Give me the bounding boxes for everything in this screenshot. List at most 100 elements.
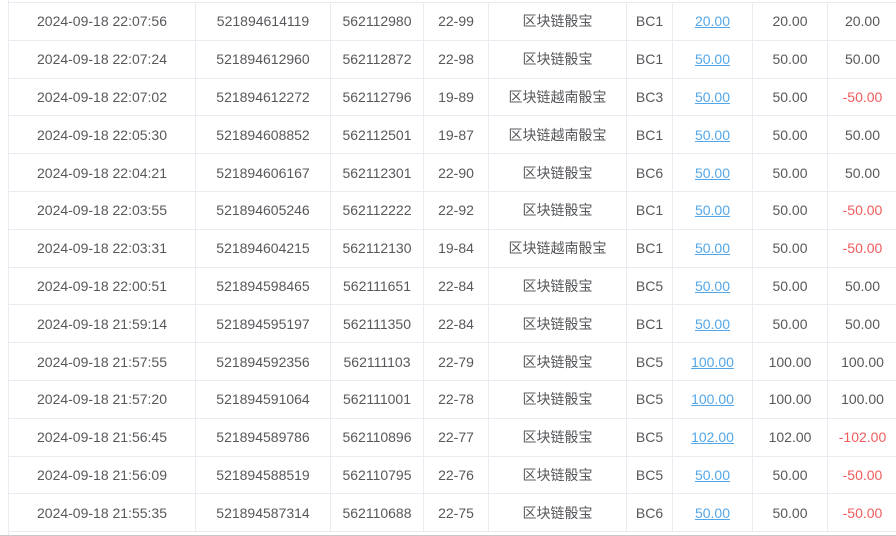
- cell-win-loss: -50.00: [842, 202, 883, 219]
- cell-bet-amount: 50.00: [673, 267, 753, 305]
- cell-win-loss: -50.00: [842, 466, 883, 483]
- bet-amount-link[interactable]: 50.00: [694, 88, 731, 105]
- bet-amount-link[interactable]: 50.00: [694, 315, 731, 332]
- cell-issue-number: 19-84: [424, 229, 489, 267]
- cell-bet-amount: 50.00: [673, 154, 753, 191]
- cell-valid-amount: 50.00: [753, 305, 828, 343]
- bet-amount-link[interactable]: 100.00: [691, 353, 734, 370]
- cell-round-id: 562111001: [331, 380, 424, 418]
- cell-round-id: 562112872: [331, 40, 424, 78]
- cell-valid-amount: 100.00: [753, 380, 828, 418]
- cell-bet-amount: 100.00: [673, 380, 753, 418]
- bet-amount-link[interactable]: 50.00: [694, 240, 731, 257]
- cell-table-code: BC5: [627, 343, 673, 380]
- cell-bet-time: 2024-09-18 21:57:55: [9, 343, 196, 380]
- table-row: 2024-09-18 21:59:14 521894595197 5621113…: [9, 305, 896, 344]
- cell-win-loss: -50.00: [842, 88, 883, 105]
- cell-round-id: 562112222: [331, 191, 424, 229]
- cell-order-id: 521894595197: [196, 305, 331, 343]
- cell-order-id: 521894614119: [196, 3, 331, 40]
- cell-bet-time: 2024-09-18 22:03:55: [9, 191, 196, 229]
- cell-bet-amount: 50.00: [673, 456, 753, 494]
- cell-order-id: 521894605246: [196, 191, 331, 229]
- table-row: 2024-09-18 22:07:02 521894612272 5621127…: [9, 78, 896, 117]
- cell-win-loss: 50.00: [844, 277, 881, 294]
- cell-win-loss: 20.00: [844, 13, 881, 30]
- bet-amount-link[interactable]: 50.00: [694, 202, 731, 219]
- cell-valid-amount: 102.00: [753, 418, 828, 456]
- cell-bet-amount: 20.00: [673, 3, 753, 40]
- cell-order-id: 521894612272: [196, 78, 331, 116]
- table-row: 2024-09-18 22:00:51 521894598465 5621116…: [9, 267, 896, 306]
- cell-bet-amount: 50.00: [673, 78, 753, 116]
- table-row: 2024-09-18 21:57:55 521894592356 5621111…: [9, 343, 896, 381]
- cell-issue-number: 22-98: [424, 40, 489, 78]
- cell-valid-amount: 50.00: [753, 191, 828, 229]
- cell-table-code: BC5: [627, 456, 673, 494]
- bet-amount-link[interactable]: 102.00: [691, 429, 734, 446]
- cell-issue-number: 22-90: [424, 154, 489, 191]
- cell-bet-time: 2024-09-18 22:00:51: [9, 267, 196, 305]
- cell-game-name: 区块链骰宝: [489, 3, 627, 40]
- cell-bet-amount: 100.00: [673, 343, 753, 380]
- table-row: 2024-09-18 22:05:30 521894608852 5621125…: [9, 116, 896, 155]
- cell-win-loss: 100.00: [841, 391, 884, 408]
- cell-win-loss: 50.00: [844, 126, 881, 143]
- cell-valid-amount: 50.00: [753, 40, 828, 78]
- cell-order-id: 521894606167: [196, 154, 331, 191]
- table-row: 2024-09-18 21:56:09 521894588519 5621107…: [9, 456, 896, 495]
- bet-amount-link[interactable]: 20.00: [694, 13, 731, 30]
- cell-bet-time: 2024-09-18 21:57:20: [9, 380, 196, 418]
- cell-table-code: BC1: [627, 305, 673, 343]
- cell-table-code: BC3: [627, 78, 673, 116]
- cell-order-id: 521894598465: [196, 267, 331, 305]
- cell-bet-amount: 50.00: [673, 191, 753, 229]
- cell-valid-amount: 50.00: [753, 229, 828, 267]
- cell-issue-number: 22-99: [424, 3, 489, 40]
- cell-bet-amount: 50.00: [673, 116, 753, 154]
- bet-amount-link[interactable]: 50.00: [694, 164, 731, 181]
- bet-amount-link[interactable]: 50.00: [694, 504, 731, 521]
- cell-issue-number: 22-79: [424, 343, 489, 380]
- bet-records-table: 2024-09-18 22:07:56 521894614119 5621129…: [8, 0, 896, 536]
- cell-game-name: 区块链骰宝: [489, 343, 627, 380]
- table-row: 2024-09-18 22:07:24 521894612960 5621128…: [9, 40, 896, 79]
- table-row: 2024-09-18 22:03:55 521894605246 5621122…: [9, 191, 896, 230]
- cell-bet-time: 2024-09-18 21:55:35: [9, 494, 196, 532]
- cell-order-id: 521894604215: [196, 229, 331, 267]
- table-row: 2024-09-18 22:03:31 521894604215 5621121…: [9, 229, 896, 268]
- cell-game-name: 区块链骰宝: [489, 191, 627, 229]
- cell-issue-number: 22-78: [424, 380, 489, 418]
- cell-game-name: 区块链骰宝: [489, 494, 627, 532]
- bet-amount-link[interactable]: 100.00: [691, 391, 734, 408]
- cell-round-id: 562112301: [331, 154, 424, 191]
- cell-valid-amount: 50.00: [753, 116, 828, 154]
- bet-amount-link[interactable]: 50.00: [694, 277, 731, 294]
- cell-round-id: 562111103: [331, 343, 424, 380]
- cell-game-name: 区块链越南骰宝: [489, 116, 627, 154]
- cell-win-loss: 50.00: [844, 51, 881, 68]
- cell-round-id: 562112501: [331, 116, 424, 154]
- cell-table-code: BC6: [627, 494, 673, 532]
- table-body: 2024-09-18 22:07:56 521894614119 5621129…: [9, 3, 896, 533]
- cell-bet-time: 2024-09-18 22:07:24: [9, 40, 196, 78]
- cell-table-code: BC5: [627, 418, 673, 456]
- cell-issue-number: 22-92: [424, 191, 489, 229]
- cell-valid-amount: 100.00: [753, 343, 828, 380]
- cell-table-code: BC1: [627, 191, 673, 229]
- cell-table-code: BC5: [627, 267, 673, 305]
- cell-bet-time: 2024-09-18 21:56:45: [9, 418, 196, 456]
- cell-round-id: 562111651: [331, 267, 424, 305]
- cell-order-id: 521894592356: [196, 343, 331, 380]
- cell-order-id: 521894589786: [196, 418, 331, 456]
- cell-bet-time: 2024-09-18 21:59:14: [9, 305, 196, 343]
- cell-win-loss: 50.00: [844, 315, 881, 332]
- cell-win-loss: 50.00: [844, 164, 881, 181]
- cell-game-name: 区块链越南骰宝: [489, 229, 627, 267]
- cell-bet-time: 2024-09-18 22:04:21: [9, 154, 196, 191]
- bet-amount-link[interactable]: 50.00: [694, 126, 731, 143]
- table-row: 2024-09-18 22:04:21 521894606167 5621123…: [9, 154, 896, 192]
- bet-amount-link[interactable]: 50.00: [694, 51, 731, 68]
- bet-amount-link[interactable]: 50.00: [694, 466, 731, 483]
